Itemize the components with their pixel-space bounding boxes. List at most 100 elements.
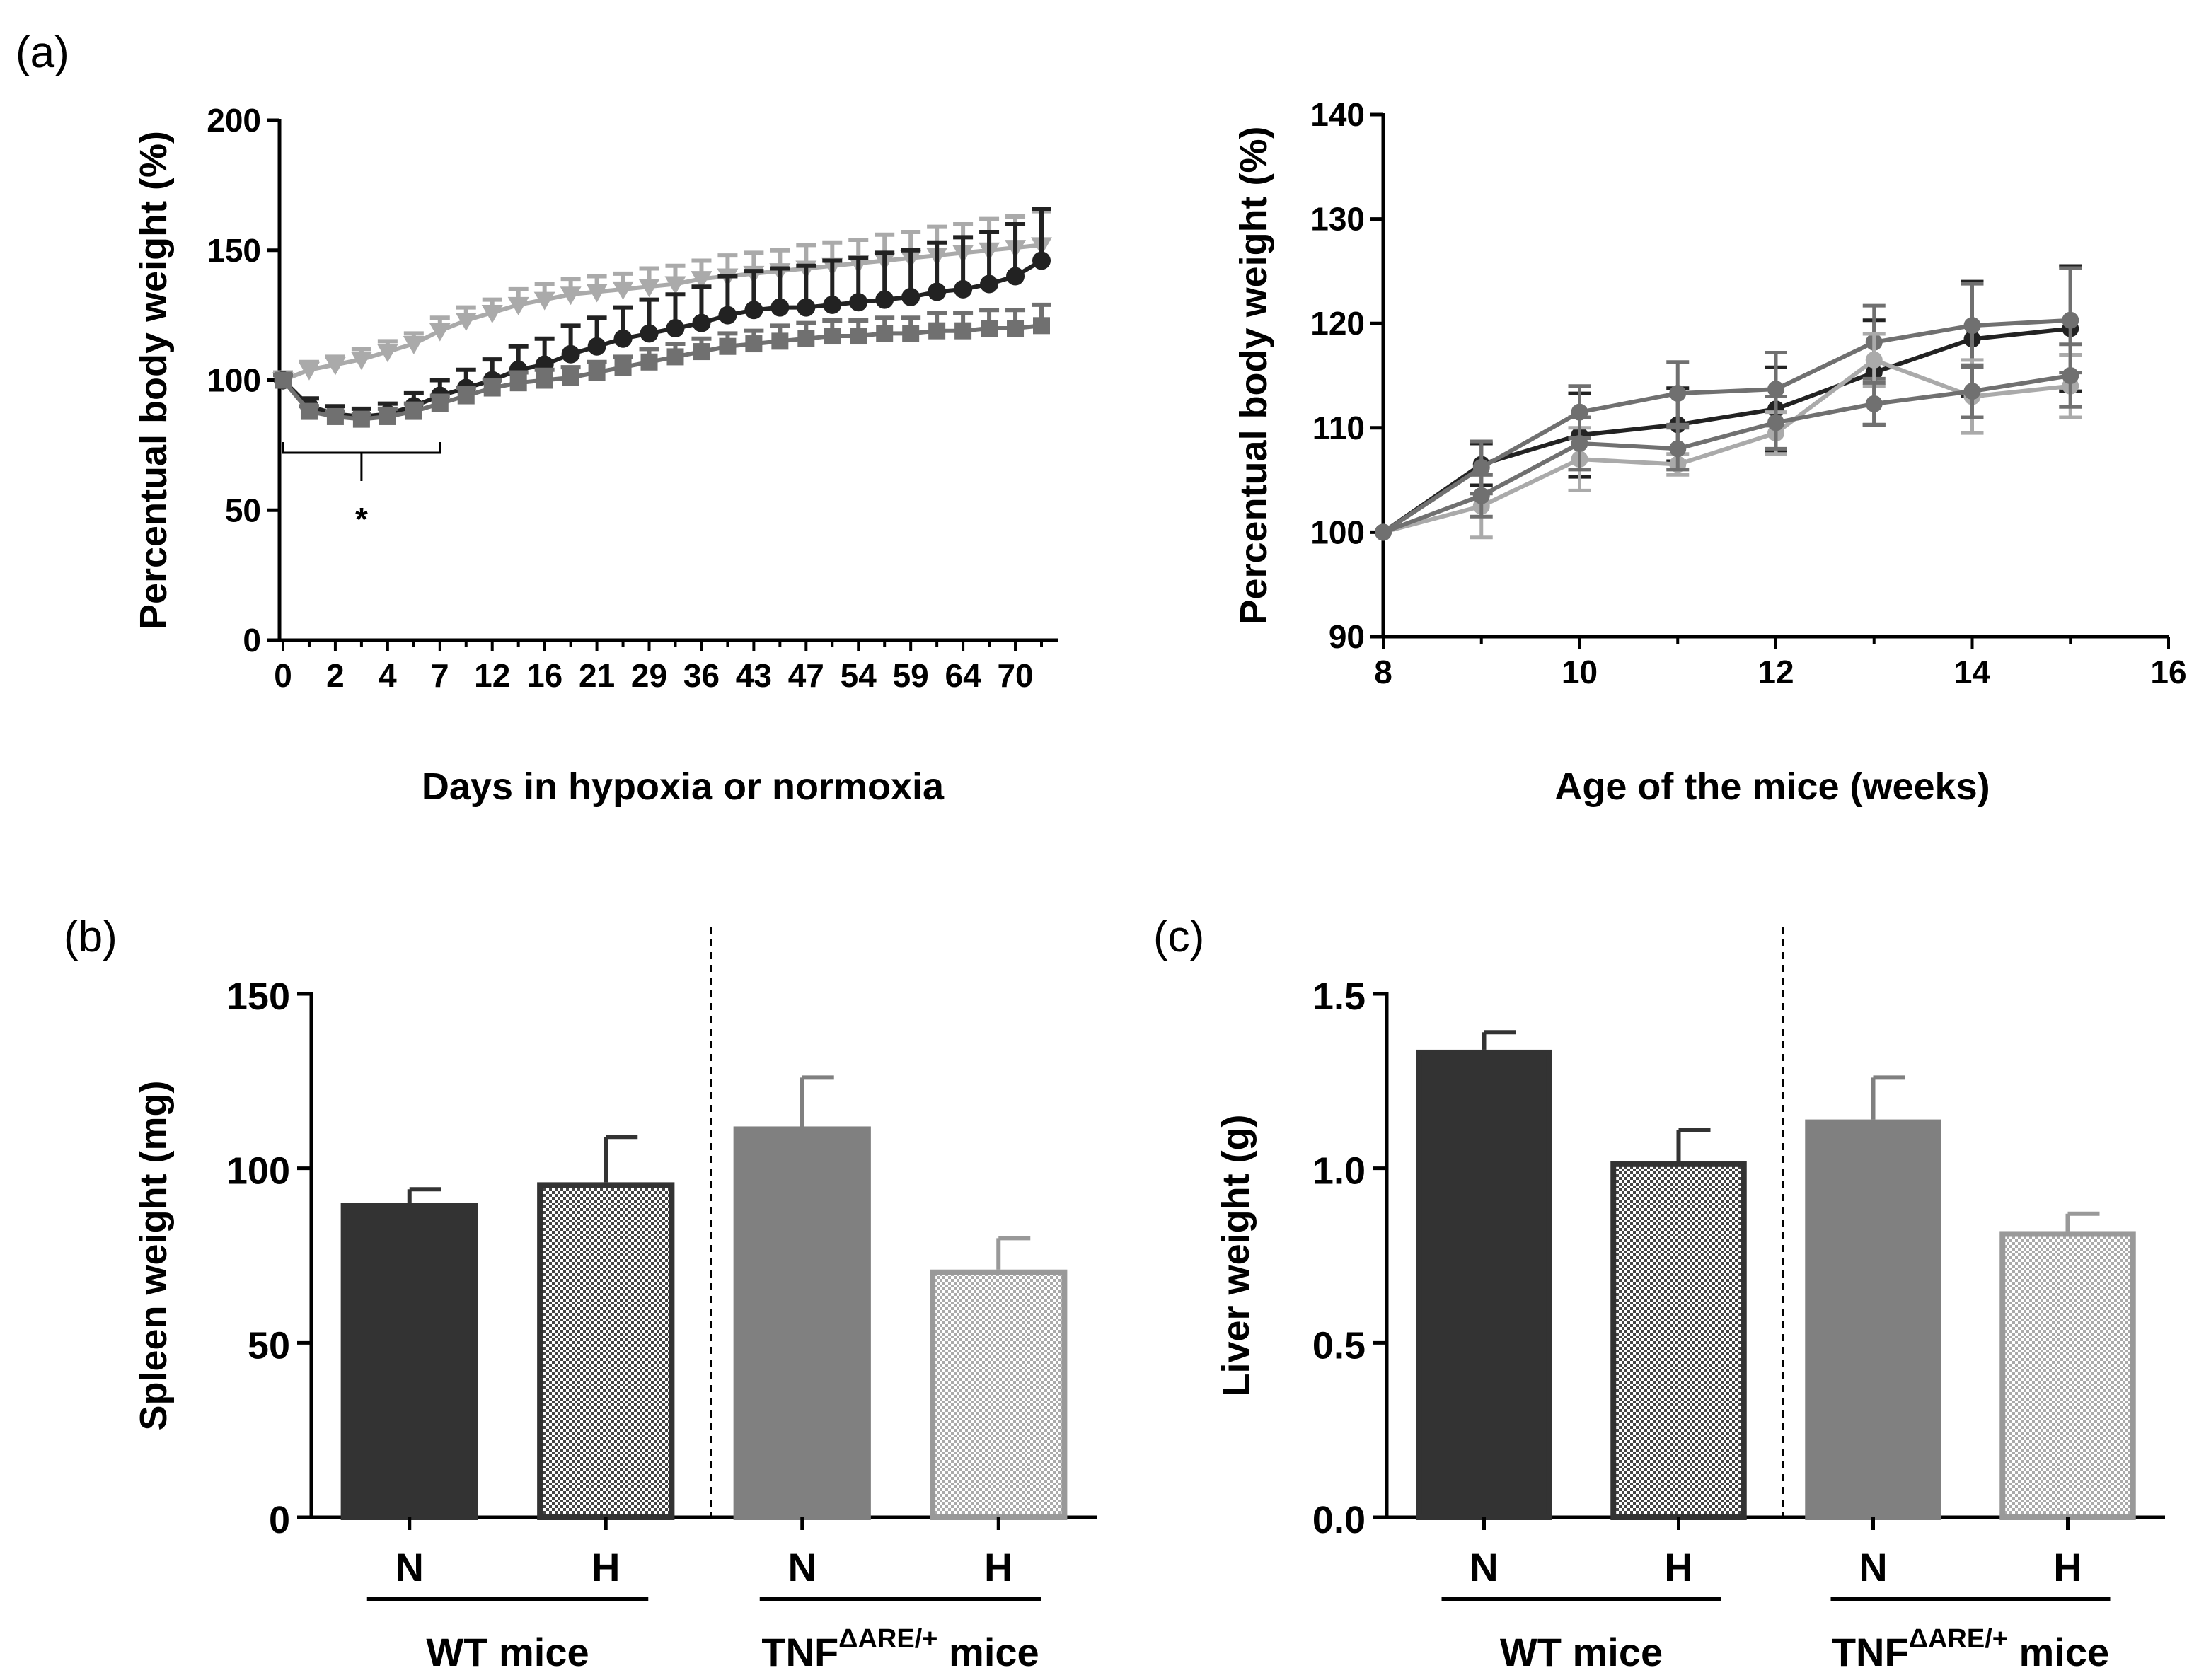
bar-group xyxy=(537,1135,675,1521)
y-tick-label: 130 xyxy=(1310,201,1365,238)
data-point xyxy=(824,328,841,345)
data-point xyxy=(298,361,320,381)
x-tick-label: 12 xyxy=(1758,654,1794,690)
data-point xyxy=(405,402,422,420)
bar xyxy=(1416,1049,1552,1520)
category-label: H xyxy=(984,1545,1012,1589)
x-axis-title: Days in hypoxia or normoxia xyxy=(422,765,945,808)
data-point xyxy=(612,281,634,300)
data-point xyxy=(797,330,815,347)
x-tick-label: 0 xyxy=(274,657,292,694)
y-axis-title: Percentual body weight (%) xyxy=(1233,126,1275,625)
x-tick-label: 29 xyxy=(631,657,667,694)
data-point xyxy=(562,369,579,386)
data-point xyxy=(718,306,737,325)
category-label: H xyxy=(1664,1545,1692,1589)
data-point xyxy=(1963,383,1981,400)
data-point xyxy=(719,337,737,355)
bar-group xyxy=(1805,1075,1941,1520)
data-point xyxy=(483,379,501,397)
data-point xyxy=(638,279,660,298)
data-point xyxy=(379,407,396,425)
data-point xyxy=(692,313,711,332)
data-point xyxy=(666,319,685,337)
bar-group xyxy=(930,1236,1068,1520)
data-point xyxy=(533,291,555,311)
data-point xyxy=(613,329,633,348)
series-dark-circle xyxy=(273,206,1051,426)
y-tick-label: 100 xyxy=(226,1150,290,1193)
x-tick-label: 54 xyxy=(841,657,877,694)
x-axis-title: Age of the mice (weeks) xyxy=(1554,765,1990,808)
y-tick-label: 1.0 xyxy=(1312,1150,1366,1193)
x-tick-label: 7 xyxy=(431,657,449,694)
y-tick-label: 100 xyxy=(207,362,261,399)
data-point xyxy=(664,276,686,295)
data-point xyxy=(1767,381,1784,398)
data-point xyxy=(876,325,894,342)
y-tick-label: 140 xyxy=(1310,96,1365,133)
data-point xyxy=(275,371,292,389)
data-point xyxy=(640,353,658,371)
data-point xyxy=(560,286,582,306)
data-point xyxy=(429,323,451,342)
bar xyxy=(340,1203,478,1520)
x-tick-label: 43 xyxy=(736,657,772,694)
data-point xyxy=(1865,351,1883,369)
group-label-tnf: TNFΔARE/+ mice xyxy=(1832,1624,2109,1674)
x-tick-label: 59 xyxy=(893,657,929,694)
data-point xyxy=(954,279,973,299)
data-point xyxy=(1767,414,1784,431)
significance-bracket: * xyxy=(282,442,441,538)
data-point xyxy=(901,287,920,306)
x-tick-label: 70 xyxy=(997,657,1033,694)
y-tick-label: 50 xyxy=(225,492,261,528)
data-point xyxy=(1375,523,1392,541)
group-label-tnf: TNFΔARE/+ mice xyxy=(761,1624,1039,1674)
data-point xyxy=(376,344,398,363)
y-axis-title: Percentual body weight (%) xyxy=(132,131,175,630)
data-point xyxy=(1963,317,1981,335)
y-tick-label: 110 xyxy=(1312,410,1365,446)
series-light-triangle xyxy=(272,209,1052,391)
y-tick-label: 90 xyxy=(1329,618,1365,655)
category-label: N xyxy=(1859,1545,1887,1589)
group-label-tnf-suffix: mice xyxy=(2008,1630,2109,1674)
data-point xyxy=(1006,267,1025,286)
x-tick-label: 10 xyxy=(1562,654,1598,690)
data-point xyxy=(481,304,503,323)
panel-label: (c) xyxy=(1153,913,1204,961)
y-tick-label: 150 xyxy=(207,232,261,269)
bar xyxy=(537,1182,675,1521)
bar-group xyxy=(1999,1211,2136,1520)
x-tick-label: 2 xyxy=(326,657,345,694)
data-point xyxy=(797,298,816,317)
data-point xyxy=(2062,311,2079,329)
bar xyxy=(1610,1161,1747,1521)
data-point xyxy=(350,352,372,371)
x-tick-label: 8 xyxy=(1374,654,1392,690)
bar-group xyxy=(1416,1030,1552,1520)
data-point xyxy=(588,364,606,381)
group-label-tnf-prefix: TNF xyxy=(761,1630,838,1674)
bar-group xyxy=(733,1075,871,1520)
data-point xyxy=(300,402,318,420)
series-gray-square xyxy=(273,302,1051,428)
group-label-wt: WT mice xyxy=(1500,1630,1663,1674)
data-point xyxy=(640,324,659,343)
data-point xyxy=(326,407,344,425)
bracket-line xyxy=(282,442,441,454)
data-point xyxy=(666,348,684,366)
category-label: N xyxy=(396,1545,424,1589)
data-point xyxy=(928,282,947,301)
data-point xyxy=(771,332,789,350)
y-axis-title: Spleen weight (mg) xyxy=(132,1080,175,1430)
data-point xyxy=(614,359,632,376)
group-label-wt: WT mice xyxy=(426,1630,589,1674)
group-label-tnf-superscript: ΔARE/+ xyxy=(838,1624,937,1654)
data-point xyxy=(403,336,425,355)
y-tick-label: 50 xyxy=(248,1324,290,1367)
